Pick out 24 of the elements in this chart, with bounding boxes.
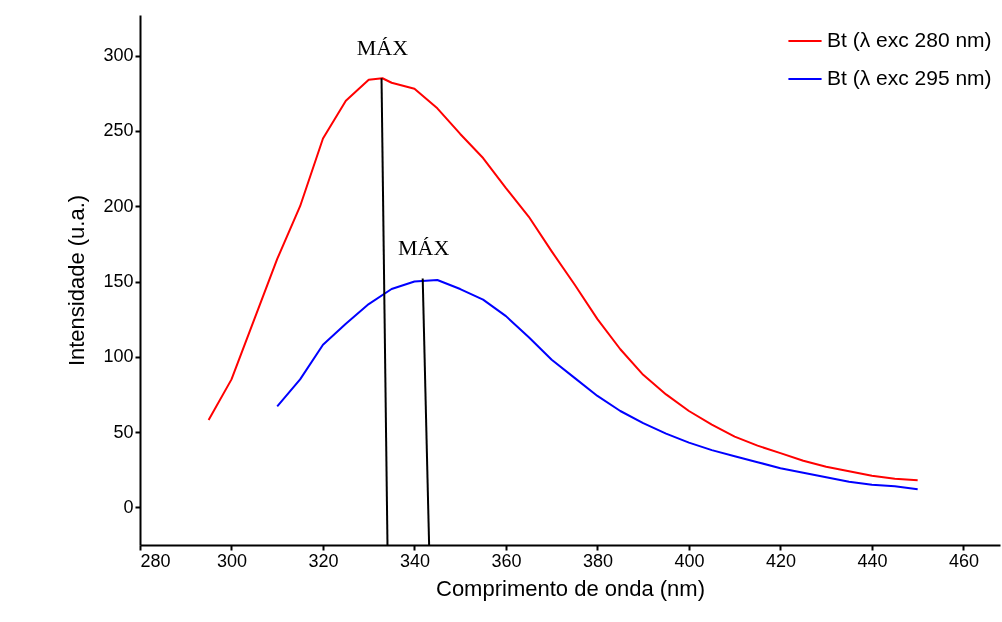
annotation: MÁX	[356, 35, 409, 61]
line-series	[276, 279, 919, 491]
x-tick-label: 440	[857, 550, 888, 571]
y-tick-label: 150	[103, 271, 134, 292]
annotation: MÁX	[397, 235, 450, 261]
y-tick-label: 300	[103, 45, 134, 66]
x-tick-label: 380	[582, 550, 613, 571]
x-tick-label: 400	[674, 550, 705, 571]
x-tick-label: 300	[216, 550, 248, 571]
legend-label: Bt (λ exc 280 nm)	[827, 28, 992, 51]
x-tick-label: 320	[308, 550, 339, 571]
x-tick-label: 280	[140, 550, 171, 571]
x-tick-label: 360	[491, 550, 522, 571]
x-tick-label: 460	[948, 550, 979, 571]
x-axis-title: Comprimento de onda (nm)	[435, 575, 706, 601]
x-tick-label: 340	[399, 550, 430, 571]
legend-label: Bt (λ exc 295 nm)	[827, 66, 992, 89]
y-tick-label: 50	[113, 421, 134, 442]
x-tick-label: 420	[765, 550, 796, 571]
y-tick-label: 200	[103, 195, 134, 216]
y-tick-label: 100	[103, 346, 134, 367]
y-tick-label: 0	[123, 496, 134, 517]
y-axis-title: Intensidade (u.a.)	[64, 194, 90, 367]
y-tick-label: 250	[103, 120, 134, 141]
